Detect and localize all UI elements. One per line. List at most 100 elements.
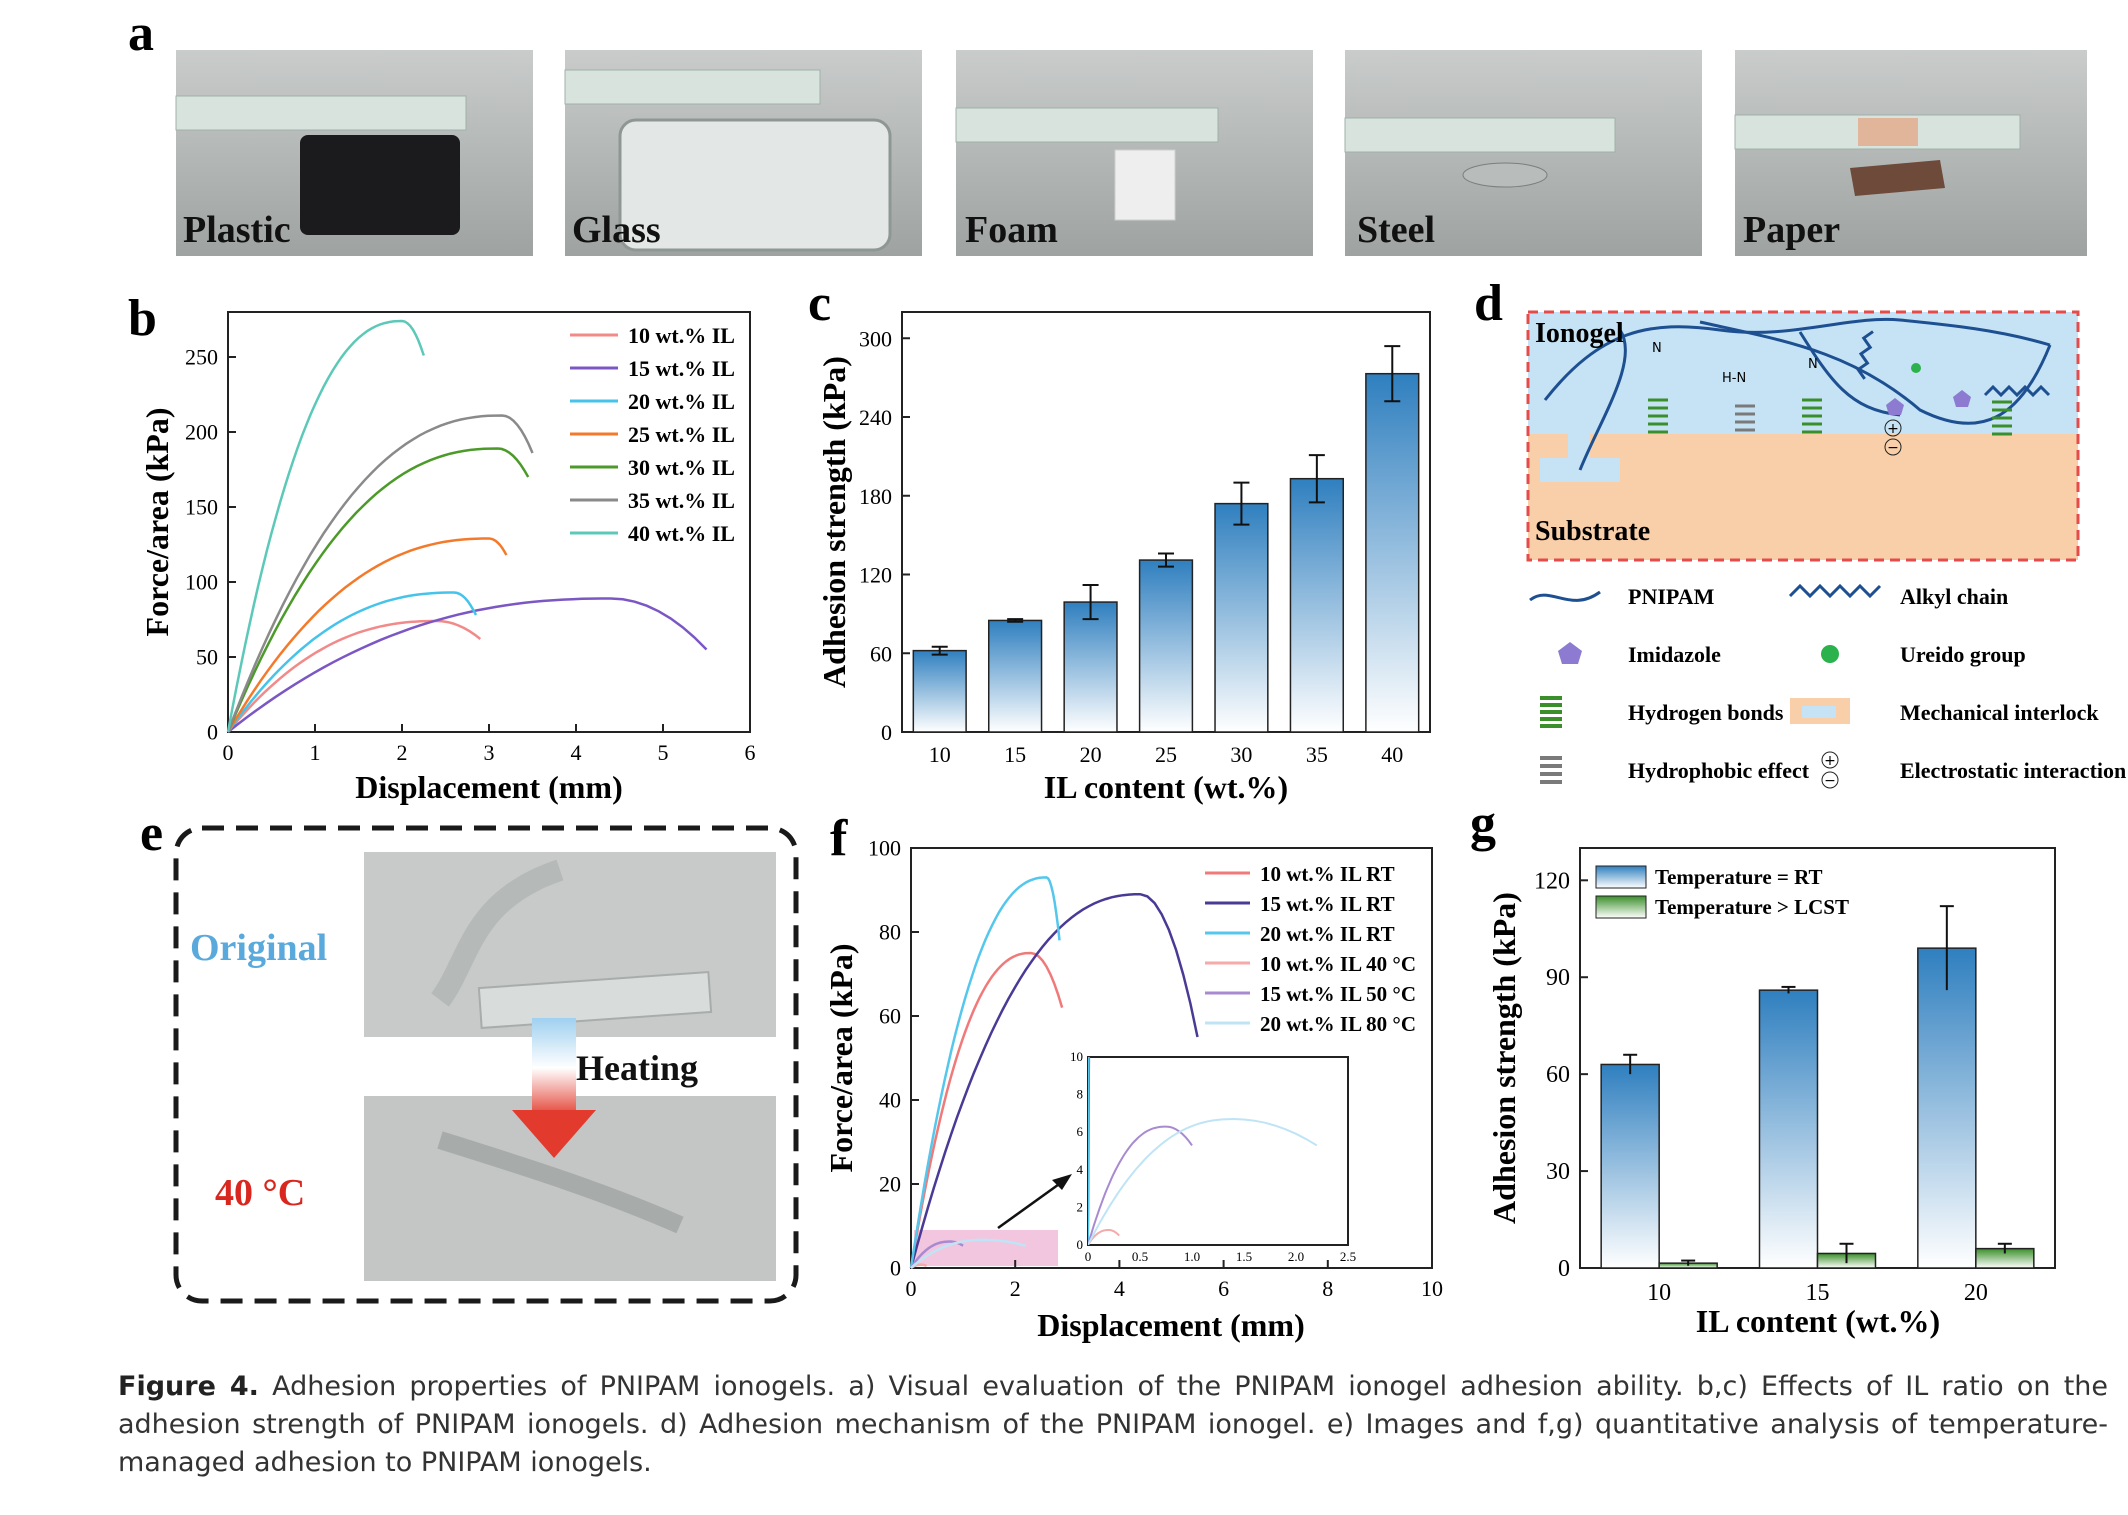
legend-label: 15 wt.% IL RT (1260, 892, 1395, 916)
bar (987, 619, 1043, 733)
y-tick-label: 0 (1558, 1256, 1570, 1282)
legend-label: Ureido group (1900, 642, 2026, 667)
y-tick-label: 60 (870, 641, 892, 666)
y-tick-label: 60 (879, 1004, 901, 1029)
inset-series-line (1088, 1125, 1193, 1245)
x-axis-label: IL content (wt.%) (1044, 769, 1288, 805)
inset-x-tick-label: 1.5 (1236, 1249, 1252, 1264)
inset-y-tick-label: 10 (1070, 1049, 1083, 1064)
y-tick-label: 90 (1546, 965, 1570, 991)
x-tick-label: 20 (1080, 742, 1102, 767)
panel-c-chart: 10 15 20 25 30 35 40 0 60 120 180 240 300 IL content… (816, 311, 1431, 805)
bar (1365, 372, 1420, 733)
mechanism-frame (1526, 310, 2080, 562)
x-tick-label: 6 (1218, 1276, 1229, 1301)
heating-arrow-head (512, 1110, 596, 1158)
y-tick-label: 180 (859, 484, 892, 509)
inset-arrow (997, 1180, 1063, 1230)
series-line (909, 892, 1199, 1269)
ionogel-label: Ionogel (1535, 318, 1624, 349)
molecule-label: N (1808, 357, 1818, 372)
ureido-icon (1821, 645, 1839, 663)
interlock-neck (1568, 434, 1590, 460)
series-line (909, 876, 1061, 1269)
x-tick-label: 10 (929, 742, 951, 767)
legend-label: 15 wt.% IL (628, 356, 735, 381)
y-tick-label: 0 (881, 720, 892, 745)
panel-b-chart: 0 1 2 3 4 5 6 0 50 100 150 200 250 10 wt.% IL 15 wt.%… (139, 311, 756, 805)
photo-plastic: Plastic (175, 50, 533, 256)
x-tick-label: 20 (1964, 1280, 1988, 1306)
legend-label: 20 wt.% IL (628, 389, 735, 414)
legend-swatch (1595, 895, 1647, 919)
x-tick-label: 5 (658, 740, 669, 765)
x-tick-label: 30 (1230, 742, 1252, 767)
inset-x-tick-label: 2.0 (1288, 1249, 1304, 1264)
inset-x-tick-label: 2.5 (1340, 1249, 1356, 1264)
y-tick-label: 50 (196, 645, 218, 670)
hydrogen-bond-icon (1540, 710, 1562, 714)
panel-letter-f: f (830, 810, 848, 867)
pnipam-icon (1529, 590, 1601, 602)
y-tick-label: 150 (185, 495, 218, 520)
hydrophobic-icon (1540, 764, 1562, 768)
panel-e-photos: Original Heating 40 °C (173, 825, 799, 1304)
legend-label: Hydrophobic effect (1628, 758, 1810, 783)
y-axis-label: Force/area (kPa) (823, 944, 859, 1173)
inset-lines (1088, 1057, 1318, 1245)
legend-label: PNIPAM (1628, 584, 1715, 609)
bar (1917, 947, 1977, 1269)
y-tick-label: 40 (879, 1088, 901, 1113)
pnipam-chain (1798, 331, 1901, 417)
y-tick-label: 20 (879, 1172, 901, 1197)
x-tick-label: 35 (1306, 742, 1328, 767)
y-tick-label: 300 (859, 326, 892, 351)
series-line (227, 597, 708, 733)
legend-label: 20 wt.% IL 80 °C (1260, 1012, 1416, 1036)
y-tick-label: 200 (185, 420, 218, 445)
plus-glyph: + (1824, 753, 1836, 769)
substrate-label: Substrate (1535, 516, 1650, 547)
y-tick-label: 120 (859, 563, 892, 588)
heating-arrow-shaft (532, 1018, 576, 1118)
legend-label: 25 wt.% IL (628, 422, 735, 447)
x-tick-label: 10 (1647, 1280, 1671, 1306)
panel-letter-e: e (140, 805, 163, 862)
legend-label: 15 wt.% IL 50 °C (1260, 982, 1416, 1006)
highlight-region (914, 1230, 1058, 1266)
hydrophobic-effect (1735, 404, 1755, 432)
bar (1758, 989, 1819, 1269)
molecule-label: H-N (1722, 371, 1746, 386)
hydrogen-bonds (1648, 398, 2012, 436)
series-line (226, 414, 534, 733)
bar (912, 649, 967, 733)
pnipam-chain (1699, 320, 2052, 425)
legend-label: Alkyl chain (1900, 584, 2008, 609)
inset-x-tick-label: 0.5 (1132, 1249, 1148, 1264)
minus-icon (1821, 771, 1839, 789)
legend-label: Temperature = RT (1655, 865, 1823, 889)
x-tick-label: 10 (1421, 1276, 1443, 1301)
y-tick-label: 240 (859, 405, 892, 430)
photo-label-plastic: Plastic (183, 209, 291, 251)
y-tick-label: 100 (868, 836, 901, 861)
bar (1289, 477, 1345, 733)
plus-icon (1821, 751, 1839, 769)
series-line (909, 951, 1064, 1269)
x-tick-label: 0 (223, 740, 234, 765)
x-tick-label: 15 (1004, 742, 1026, 767)
hydrophobic-icon (1540, 772, 1562, 776)
inset-arrow-head (1052, 1174, 1072, 1190)
y-axis-label: Adhesion strength (kPa) (1486, 892, 1522, 1224)
legend-label: 10 wt.% IL 40 °C (1260, 952, 1416, 976)
inset-frame (1087, 1056, 1349, 1246)
dashed-frame (173, 825, 799, 1304)
panel-a-photos: Plastic Glass Foam Steel Paper (175, 50, 2087, 256)
hydrogen-bond-icon (1540, 696, 1562, 700)
y-tick-label: 0 (890, 1256, 901, 1281)
label-heating: Heating (576, 1048, 698, 1088)
hydrogen-bond-icon (1540, 717, 1562, 721)
pnipam-chain (1578, 329, 1627, 471)
photo-label-paper: Paper (1743, 209, 1840, 251)
